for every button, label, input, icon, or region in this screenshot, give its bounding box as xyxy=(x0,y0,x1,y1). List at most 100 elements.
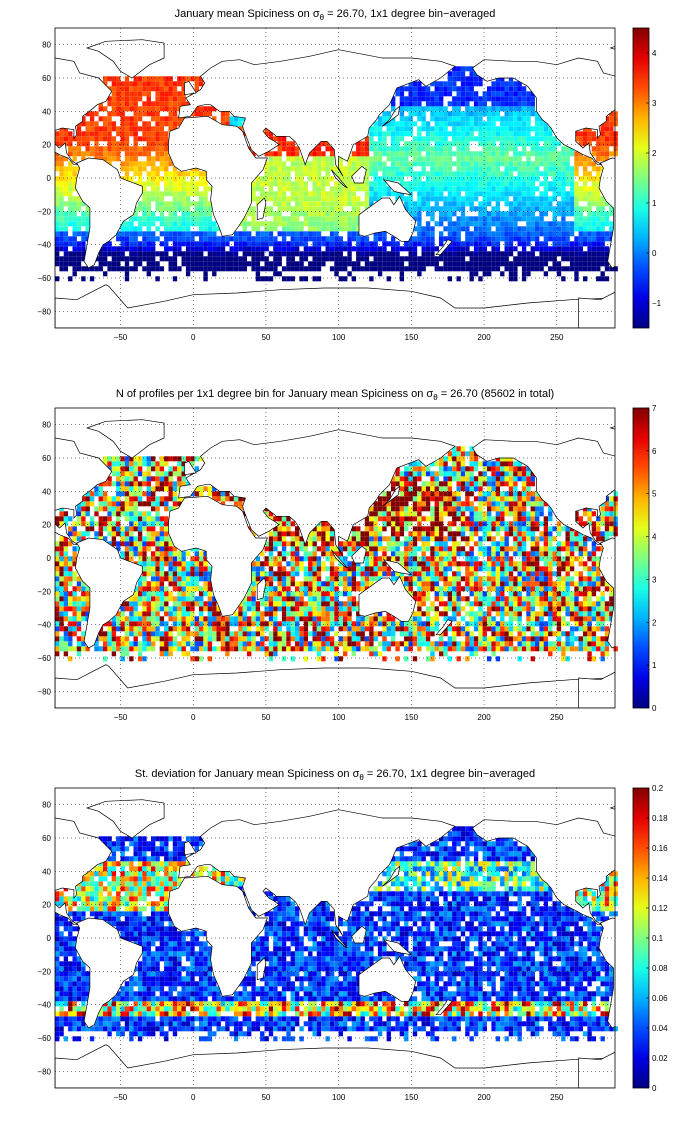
data-cell xyxy=(513,211,518,217)
data-cell xyxy=(351,226,357,232)
data-cell xyxy=(578,236,583,242)
data-cell xyxy=(181,591,186,597)
data-cell xyxy=(55,626,60,632)
data-cell xyxy=(430,101,435,107)
data-cell xyxy=(203,271,208,277)
data-cell xyxy=(552,186,557,192)
data-cell xyxy=(364,181,370,187)
data-cell xyxy=(491,146,496,152)
data-cell xyxy=(386,501,391,507)
data-cell xyxy=(247,591,252,597)
data-cell xyxy=(465,81,470,87)
data-cell xyxy=(120,641,125,647)
data-cell xyxy=(452,76,457,82)
data-cell xyxy=(137,621,143,627)
data-cell xyxy=(556,181,562,187)
data-cell xyxy=(273,611,278,617)
data-cell xyxy=(391,261,396,267)
data-cell xyxy=(308,216,313,222)
data-cell xyxy=(412,186,418,192)
data-cell xyxy=(478,121,483,127)
data-cell xyxy=(508,186,514,192)
data-cell xyxy=(151,596,156,602)
gridlines xyxy=(55,28,615,328)
data-cell xyxy=(129,656,134,662)
data-cell xyxy=(613,121,618,127)
data-cell xyxy=(168,641,173,647)
data-cell xyxy=(137,466,143,472)
data-cell xyxy=(159,96,165,102)
data-cell xyxy=(504,106,509,112)
data-cell xyxy=(133,86,138,92)
data-cell xyxy=(377,561,383,567)
data-cell xyxy=(373,526,378,532)
data-cell xyxy=(609,266,614,272)
data-cell xyxy=(124,86,130,92)
data-cell xyxy=(386,536,391,542)
data-cell xyxy=(177,581,182,587)
data-cell xyxy=(530,266,535,272)
data-cell xyxy=(439,211,444,217)
data-cell xyxy=(517,111,522,117)
data-cell xyxy=(142,571,147,577)
data-cell xyxy=(308,576,313,582)
data-cell xyxy=(190,236,195,242)
data-cell xyxy=(207,631,213,637)
data-cell xyxy=(425,176,431,182)
data-cell xyxy=(452,131,457,137)
data-cell xyxy=(548,166,553,172)
data-cell xyxy=(434,186,439,192)
data-cell xyxy=(129,541,134,547)
data-cell xyxy=(325,611,330,617)
data-cell xyxy=(473,151,479,157)
data-cell xyxy=(578,241,583,247)
data-cell xyxy=(338,546,343,552)
data-cell xyxy=(63,221,69,227)
data-cell xyxy=(81,151,86,157)
data-cell xyxy=(574,136,579,142)
data-cell xyxy=(177,266,182,272)
data-cell xyxy=(373,556,378,562)
data-cell xyxy=(412,86,418,92)
data-cell xyxy=(281,171,287,177)
data-cell xyxy=(68,591,73,597)
data-cell xyxy=(312,636,317,642)
data-cell xyxy=(513,126,518,132)
data-cell xyxy=(417,131,422,137)
data-cell xyxy=(434,246,439,252)
data-cell xyxy=(103,271,108,277)
data-cell xyxy=(137,526,143,532)
data-cell xyxy=(142,526,147,532)
data-cell xyxy=(556,231,562,237)
data-cell xyxy=(347,166,352,172)
data-cell xyxy=(251,181,256,187)
data-cell xyxy=(59,201,64,207)
data-cell xyxy=(552,211,557,217)
data-cell xyxy=(172,276,178,282)
data-cell xyxy=(377,611,383,617)
data-cell xyxy=(443,181,448,187)
data-cell xyxy=(260,601,265,607)
data-cell xyxy=(408,241,413,247)
data-cell xyxy=(521,176,527,182)
data-cell xyxy=(295,626,300,632)
data-cell xyxy=(68,571,73,577)
data-cell xyxy=(164,506,169,512)
data-cell xyxy=(194,181,199,187)
data-cell xyxy=(425,191,431,197)
data-cell xyxy=(81,506,86,512)
data-cell xyxy=(111,121,117,127)
data-cell xyxy=(185,606,191,612)
data-cell xyxy=(207,591,213,597)
data-cell xyxy=(172,186,178,192)
data-cell xyxy=(491,196,496,202)
data-cell xyxy=(495,166,501,172)
data-cell xyxy=(277,141,282,147)
data-cell xyxy=(225,251,230,257)
data-cell xyxy=(504,96,509,102)
data-cell xyxy=(72,176,77,182)
data-cell xyxy=(155,586,160,592)
data-cell xyxy=(469,91,474,97)
data-cell xyxy=(133,226,138,232)
data-cell xyxy=(72,186,77,192)
